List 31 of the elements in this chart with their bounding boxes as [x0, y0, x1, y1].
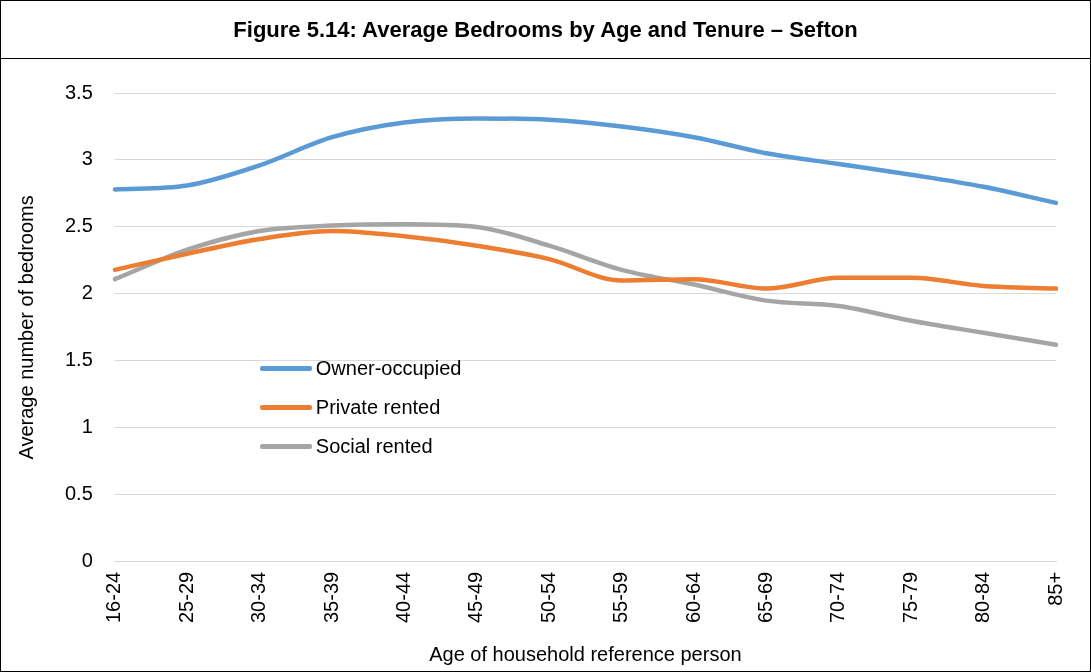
line-series: [112, 116, 1059, 206]
x-tick-label: 45-49: [464, 571, 487, 623]
x-tick-label: 35-39: [319, 571, 342, 623]
x-tick-label: 60-64: [681, 571, 704, 623]
y-tick-label: 2.5: [64, 214, 93, 237]
y-tick-label: 3: [81, 147, 93, 170]
x-tick-label: 30-34: [247, 571, 270, 623]
legend-label: Social rented: [315, 434, 433, 458]
chart-title: Figure 5.14: Average Bedrooms by Age and Tenure – Sefton: [1, 1, 1090, 59]
x-tick-label: 25-29: [174, 571, 197, 623]
x-tick-label: 80-84: [971, 571, 994, 623]
x-tick-label: 16-24: [102, 571, 125, 623]
y-tick-label: 0: [81, 549, 93, 572]
x-tick-label: 70-74: [826, 571, 849, 623]
y-tick-label: 0.5: [64, 482, 93, 505]
y-axis-title: Average number of bedrooms: [14, 195, 37, 460]
y-tick-label: 2: [81, 281, 93, 304]
x-tick-label: 65-69: [753, 571, 776, 623]
line-series: [112, 222, 1059, 348]
line-series: [112, 228, 1059, 291]
legend-label: Private rented: [315, 395, 441, 419]
x-tick-label: 50-54: [536, 571, 559, 623]
x-axis-title: Age of household reference person: [429, 642, 742, 665]
y-tick-label: 3.5: [64, 80, 93, 103]
x-tick-label: 75-79: [898, 571, 921, 623]
x-tick-label: 40-44: [391, 571, 414, 623]
legend-label: Owner-occupied: [315, 356, 462, 380]
y-tick-label: 1: [81, 415, 93, 438]
y-tick-label: 1.5: [64, 348, 93, 371]
x-tick-label: 85+: [1043, 571, 1066, 606]
x-tick-label: 55-59: [609, 571, 632, 623]
